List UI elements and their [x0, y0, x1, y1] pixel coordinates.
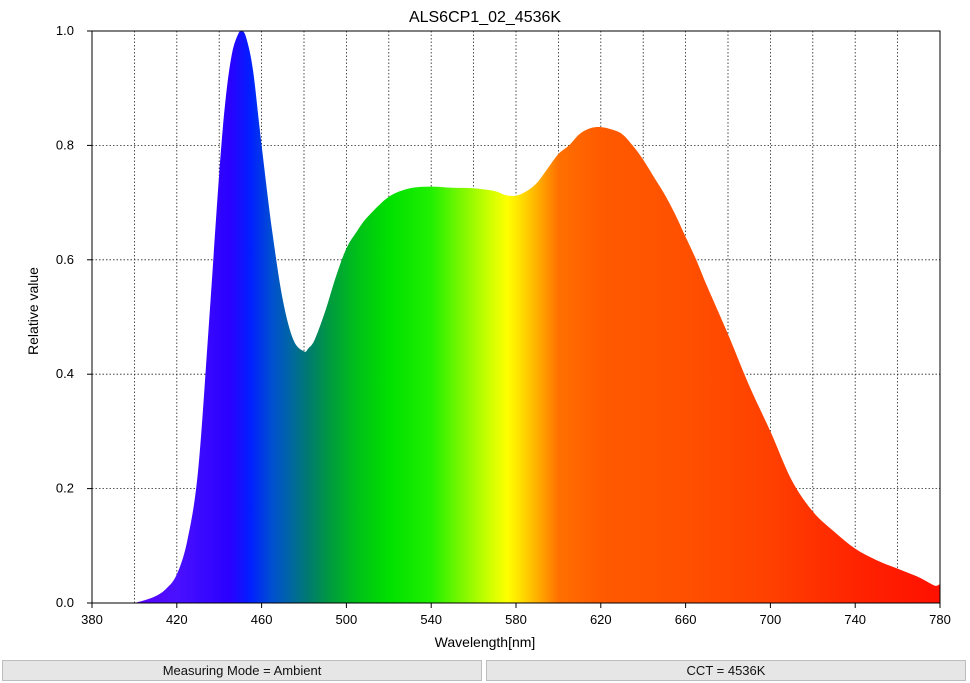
cct-status: CCT = 4536K [486, 660, 966, 681]
x-tick-label: 660 [675, 612, 697, 627]
y-tick-label: 0.6 [56, 252, 74, 267]
x-tick-label: 380 [81, 612, 103, 627]
spectrum-chart: ALS6CP1_02_4536K 380 420 460 500 540 580 620 66… [25, 9, 951, 650]
x-tick-label: 580 [505, 612, 527, 627]
y-tick-label: 0.4 [56, 366, 74, 381]
y-tick-label: 0.0 [56, 595, 74, 610]
y-tick-label: 1.0 [56, 23, 74, 38]
measuring-mode-status: Measuring Mode = Ambient [2, 660, 482, 681]
status-bar: Measuring Mode = Ambient CCT = 4536K [0, 658, 970, 683]
axis-ticks [87, 30, 941, 608]
chart-title: ALS6CP1_02_4536K [409, 9, 561, 26]
y-tick-labels: 0.0 0.2 0.4 0.6 0.8 1.0 [56, 23, 74, 610]
x-tick-label: 460 [251, 612, 273, 627]
x-tick-label: 740 [844, 612, 866, 627]
y-tick-label: 0.2 [56, 481, 74, 496]
y-tick-label: 0.8 [56, 137, 74, 152]
x-tick-labels: 380 420 460 500 540 580 620 660 700 740 780 [81, 612, 951, 627]
x-tick-label: 420 [166, 612, 188, 627]
x-tick-label: 540 [420, 612, 442, 627]
x-axis-label: Wavelength[nm] [435, 634, 536, 650]
x-tick-label: 700 [760, 612, 782, 627]
y-axis-label: Relative value [25, 267, 41, 355]
x-tick-label: 620 [590, 612, 612, 627]
spectrum-area [134, 30, 940, 603]
x-tick-label: 780 [929, 612, 951, 627]
x-tick-label: 500 [336, 612, 358, 627]
